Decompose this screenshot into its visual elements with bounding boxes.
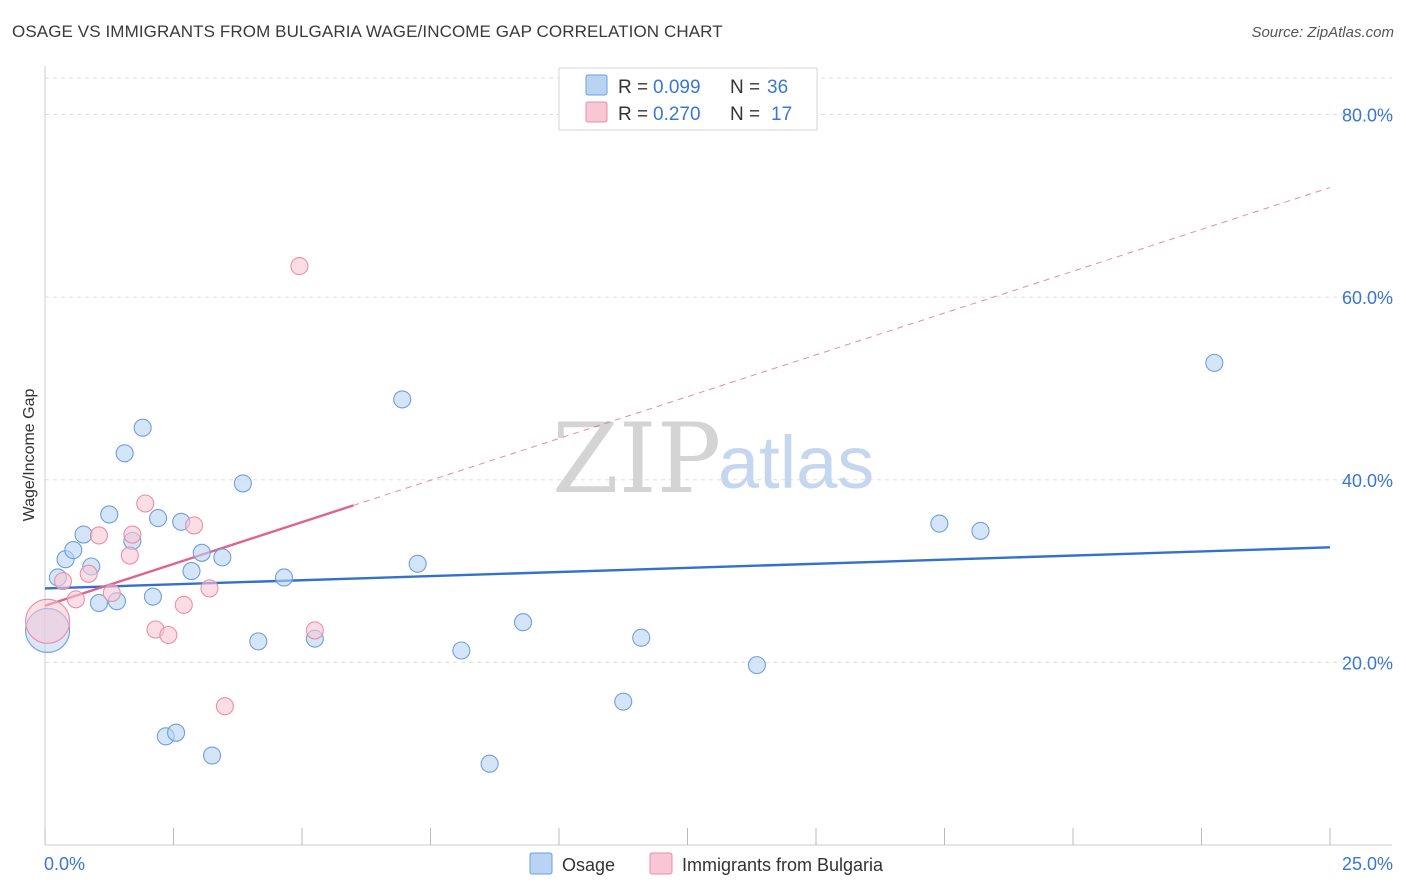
- bulgaria-point-16: [305, 621, 324, 640]
- osage-point-27: [452, 641, 471, 660]
- osage-point-7: [100, 505, 119, 524]
- legend-osage-swatch: [585, 74, 608, 96]
- x-tick-label-max: 25.0%: [1342, 854, 1393, 874]
- osage-point-20: [213, 548, 232, 567]
- bottom-legend-bulgaria-swatch: [649, 852, 673, 875]
- watermark: ZIP atlas: [552, 403, 874, 515]
- source-label: Source: ZipAtlas.com: [1251, 24, 1394, 41]
- trend-lines: [44, 187, 1331, 607]
- grid-lines: [45, 77, 1392, 663]
- legend-bulgaria-swatch: [585, 101, 608, 123]
- osage-point-13: [149, 509, 168, 528]
- legend-bulgaria-n-label: N =: [730, 104, 760, 125]
- bulgaria-point-11: [174, 595, 193, 614]
- axes: [44, 66, 1392, 846]
- legend-bulgaria-r-value: 0.270: [653, 104, 701, 125]
- data-points: [25, 257, 1224, 773]
- osage-point-35: [1205, 353, 1224, 372]
- chart-title: OSAGE VS IMMIGRANTS FROM BULGARIA WAGE/I…: [12, 22, 723, 41]
- y-tick-label-0: 20.0%: [1342, 653, 1393, 673]
- osage-point-15: [167, 723, 186, 742]
- osage-point-31: [632, 628, 651, 647]
- watermark-atlas: atlas: [718, 421, 874, 504]
- osage-point-21: [233, 474, 252, 493]
- bottom-legend-osage-swatch: [529, 852, 553, 875]
- tick-labels: 20.0% 40.0% 60.0% 80.0% 0.0% 25.0%: [44, 106, 1393, 874]
- osage-point-11: [133, 418, 152, 437]
- bulgaria-point-5: [102, 583, 121, 603]
- osage-point-6: [89, 593, 109, 613]
- trend-line-0: [44, 546, 1331, 590]
- legend-bulgaria-r-label: R =: [618, 104, 648, 125]
- osage-point-17: [182, 562, 201, 581]
- bulgaria-point-8: [136, 494, 155, 513]
- osage-point-23: [274, 568, 294, 587]
- osage-point-25: [393, 390, 412, 409]
- bulgaria-point-14: [215, 697, 234, 716]
- bulgaria-point-0: [25, 598, 71, 644]
- bulgaria-point-10: [159, 625, 178, 645]
- series-legend: Osage Immigrants from Bulgaria: [529, 852, 884, 875]
- osage-point-30: [614, 692, 633, 711]
- watermark-zip: ZIP: [552, 403, 721, 515]
- legend-bulgaria-n-value: 17: [771, 104, 792, 125]
- y-tick-label-3: 80.0%: [1342, 106, 1393, 126]
- legend-osage-n-value: 36: [767, 77, 788, 98]
- osage-point-33: [930, 514, 949, 533]
- bulgaria-point-12: [185, 516, 204, 535]
- bulgaria-point-4: [89, 526, 109, 545]
- bottom-legend-osage-label: Osage: [562, 855, 615, 875]
- legend-osage-r-value: 0.099: [653, 77, 701, 98]
- legend-osage-r-label: R =: [618, 77, 648, 98]
- osage-point-26: [408, 554, 427, 573]
- osage-point-12: [143, 587, 162, 606]
- y-tick-label-1: 40.0%: [1342, 471, 1393, 491]
- osage-point-22: [249, 632, 268, 651]
- bulgaria-point-2: [66, 590, 85, 609]
- y-tick-label-2: 60.0%: [1342, 288, 1393, 308]
- osage-point-9: [115, 444, 134, 463]
- bulgaria-point-15: [290, 257, 309, 276]
- bulgaria-point-1: [53, 572, 73, 591]
- legend-osage-n-label: N =: [730, 77, 760, 98]
- osage-point-29: [513, 613, 533, 632]
- bulgaria-point-13: [200, 579, 219, 598]
- osage-point-28: [480, 754, 499, 773]
- osage-point-4: [74, 525, 93, 544]
- osage-point-19: [203, 746, 222, 765]
- bulgaria-point-6: [120, 546, 139, 565]
- bottom-legend-bulgaria-label: Immigrants from Bulgaria: [682, 855, 884, 875]
- x-tick-label-min: 0.0%: [44, 854, 85, 874]
- bulgaria-point-3: [79, 564, 98, 583]
- osage-point-18: [192, 543, 211, 562]
- osage-point-32: [747, 656, 766, 675]
- correlation-legend: R = 0.099 N = 36 R = 0.270 N = 17: [558, 67, 818, 131]
- y-axis-title: Wage/Income Gap: [21, 389, 38, 522]
- bulgaria-point-7: [123, 525, 142, 544]
- osage-point-34: [971, 521, 990, 540]
- osage-point-3: [64, 541, 83, 560]
